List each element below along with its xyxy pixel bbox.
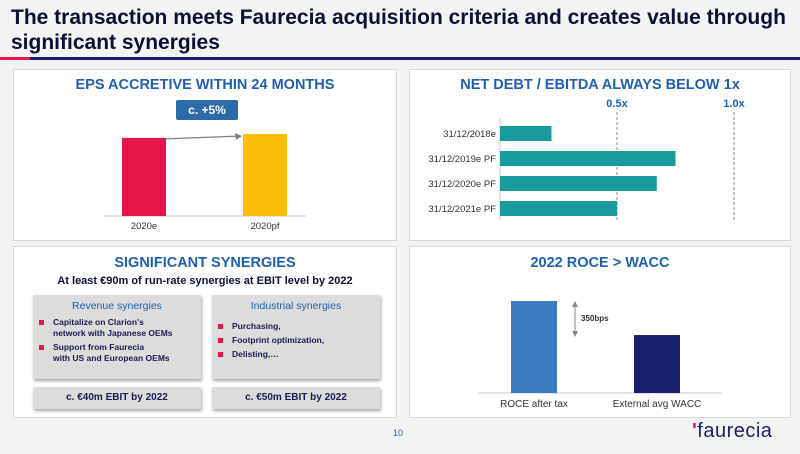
eps-arrowhead-icon	[235, 133, 242, 140]
page-number: 10	[393, 428, 404, 438]
eps-panel: EPS ACCRETIVE WITHIN 24 MONTHS c. +5% 20…	[13, 69, 397, 241]
net-debt-title: NET DEBT / EBITDA ALWAYS BELOW 1x	[460, 77, 740, 93]
arrow-down-icon	[572, 331, 578, 338]
eps-bar-2020pf	[243, 134, 287, 216]
eps-tick-label: 2020e	[131, 221, 157, 232]
eps-title: EPS ACCRETIVE WITHIN 24 MONTHS	[75, 77, 335, 93]
eps-callout: c. +5%	[176, 100, 238, 120]
roce-chart: ROCE after tax External avg WACC 350bps	[478, 301, 722, 410]
eps-arrow	[165, 135, 242, 140]
synergies-panel: SIGNIFICANT SYNERGIES At least €90m of r…	[13, 246, 397, 418]
net-debt-tick-label: 31/12/2018e	[443, 129, 496, 140]
industrial-synergies-list: Purchasing, Footprint optimization, Deli…	[218, 321, 324, 363]
list-item: Footprint optimization,	[218, 335, 324, 346]
net-debt-bar	[500, 126, 552, 141]
logo-text: faurecia	[697, 420, 773, 442]
net-debt-bar	[500, 151, 676, 166]
net-debt-panel: NET DEBT / EBITDA ALWAYS BELOW 1x 0.5x 1.…	[409, 69, 791, 241]
eps-bar-2020e	[122, 137, 166, 216]
net-debt-bar	[500, 201, 617, 216]
roce-bar	[634, 335, 680, 393]
list-item: Capitalize on Clarion's network with Jap…	[39, 317, 173, 339]
eps-chart: 2020e 2020pf	[104, 133, 306, 232]
net-debt-ref-label: 0.5x	[606, 98, 628, 110]
list-item: Purchasing,	[218, 321, 324, 332]
list-item: Delisting,…	[218, 349, 324, 360]
revenue-synergies-list: Capitalize on Clarion's network with Jap…	[39, 317, 173, 367]
roce-bar	[511, 301, 557, 393]
roce-bps-label: 350bps	[581, 314, 609, 323]
industrial-ebit-footer: c. €50m EBIT by 2022	[212, 387, 380, 409]
roce-title: 2022 ROCE > WACC	[530, 255, 670, 271]
industrial-synergies-title: Industrial synergies	[250, 300, 342, 312]
synergies-title: SIGNIFICANT SYNERGIES	[114, 255, 296, 271]
net-debt-ref-label: 1.0x	[723, 98, 745, 110]
faurecia-logo: 'faurecia	[692, 420, 772, 443]
net-debt-bar	[500, 176, 657, 191]
roce-tick-label: External avg WACC	[613, 399, 702, 410]
page-title: The transaction meets Faurecia acquisiti…	[11, 6, 786, 54]
logo-accent-icon: '	[692, 420, 698, 442]
synergies-subtitle: At least €90m of run-rate synergies at E…	[57, 275, 353, 287]
arrow-up-icon	[572, 301, 578, 307]
revenue-synergies-title: Revenue synergies	[72, 300, 162, 312]
roce-panel: 2022 ROCE > WACC ROCE after tax External …	[409, 246, 791, 418]
industrial-synergies-card: Industrial synergies Purchasing, Footpri…	[212, 295, 380, 379]
revenue-synergies-card: Revenue synergies Capitalize on Clarion'…	[33, 295, 201, 379]
net-debt-chart: 0.5x 1.0x 31/12/2018e 31/12/2019e PF 31/12/2…	[428, 98, 746, 222]
net-debt-tick-label: 31/12/2020e PF	[428, 179, 496, 190]
title-rule-accent	[0, 57, 30, 60]
net-debt-tick-label: 31/12/2021e PF	[428, 204, 496, 215]
eps-tick-label: 2020pf	[250, 221, 279, 232]
revenue-ebit-footer: c. €40m EBIT by 2022	[33, 387, 201, 409]
title-rule	[0, 57, 800, 60]
roce-tick-label: ROCE after tax	[500, 399, 568, 410]
net-debt-tick-label: 31/12/2019e PF	[428, 154, 496, 165]
list-item: Support from Faurecia with US and Europe…	[39, 342, 173, 364]
